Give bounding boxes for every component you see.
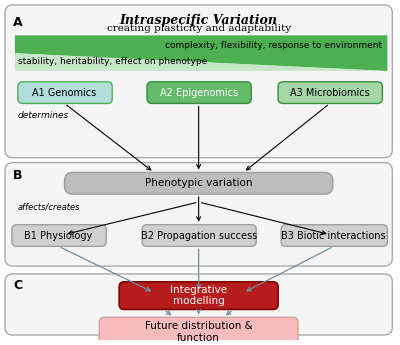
Polygon shape — [15, 36, 387, 71]
Text: B1 Physiology: B1 Physiology — [24, 230, 93, 240]
FancyBboxPatch shape — [5, 162, 392, 266]
FancyBboxPatch shape — [18, 82, 112, 104]
Text: A3 Microbiomics: A3 Microbiomics — [290, 88, 370, 98]
Text: determines: determines — [18, 111, 69, 120]
FancyBboxPatch shape — [147, 82, 251, 104]
FancyBboxPatch shape — [64, 172, 333, 194]
FancyBboxPatch shape — [119, 282, 278, 309]
Text: B2 Propagation success: B2 Propagation success — [140, 230, 257, 240]
Text: Phenotypic variation: Phenotypic variation — [145, 178, 252, 188]
Text: A2 Epigenomics: A2 Epigenomics — [160, 88, 238, 98]
Text: A: A — [13, 16, 22, 29]
Text: C: C — [13, 279, 22, 292]
Text: Intraspecific Variation: Intraspecific Variation — [120, 14, 278, 27]
Text: Integrative
modelling: Integrative modelling — [170, 285, 227, 306]
Polygon shape — [15, 36, 387, 54]
Polygon shape — [15, 53, 387, 71]
Text: creating plasticity and adaptability: creating plasticity and adaptability — [106, 24, 291, 33]
FancyBboxPatch shape — [142, 225, 256, 246]
FancyBboxPatch shape — [15, 36, 387, 71]
FancyBboxPatch shape — [5, 274, 392, 335]
Text: A1 Genomics: A1 Genomics — [32, 88, 97, 98]
Text: B3 Biotic interactions: B3 Biotic interactions — [282, 230, 386, 240]
Text: Future distribution &
function: Future distribution & function — [145, 321, 252, 343]
Text: affects/creates: affects/creates — [18, 202, 80, 211]
Text: B: B — [13, 169, 22, 183]
Text: complexity, flexibility, response to environment: complexity, flexibility, response to env… — [165, 41, 382, 50]
FancyBboxPatch shape — [5, 5, 392, 158]
Text: stability, heritability, effect on phenotype: stability, heritability, effect on pheno… — [18, 57, 207, 66]
FancyBboxPatch shape — [281, 225, 387, 246]
FancyBboxPatch shape — [12, 225, 106, 246]
FancyBboxPatch shape — [99, 317, 298, 345]
FancyBboxPatch shape — [278, 82, 382, 104]
